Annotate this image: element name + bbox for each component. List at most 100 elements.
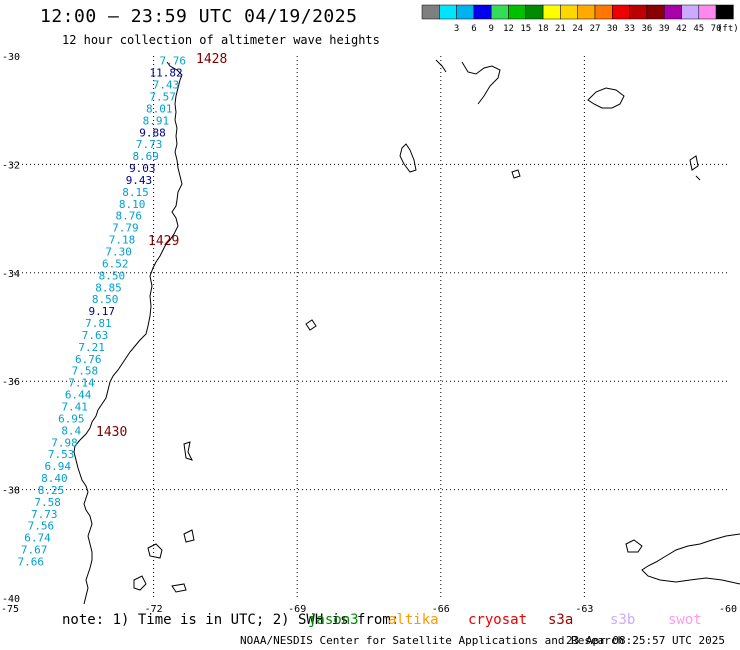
- lon-tick-label: -72: [145, 604, 163, 615]
- legend-label: 70: [711, 24, 722, 34]
- wave-height-label: 7.43: [153, 79, 180, 92]
- wave-height-label: 7.79: [112, 222, 139, 235]
- legend-label: 27: [590, 24, 601, 34]
- legend-swatch: [663, 4, 682, 20]
- wave-height-label: 7.57: [149, 90, 176, 103]
- legend-label: 9: [488, 24, 493, 34]
- map-title: 12:00 – 23:59 UTC 04/19/2025: [40, 6, 358, 27]
- wave-height-label: 7.63: [82, 329, 109, 342]
- legend-swatch: [646, 4, 665, 20]
- wave-height-label: 8.4: [61, 424, 81, 437]
- wave-height-label: 7.73: [136, 138, 163, 151]
- legend-swatch: [594, 4, 613, 20]
- wave-height-label: 8.91: [143, 114, 170, 127]
- legend-swatch: [698, 4, 717, 20]
- time-label: 1430: [96, 425, 127, 440]
- wave-height-label: 8.76: [116, 210, 143, 223]
- wave-height-label: 7.14: [68, 377, 95, 390]
- legend-label: 3: [454, 24, 459, 34]
- legend-swatch: [421, 4, 440, 20]
- lake-small-7: [625, 539, 643, 553]
- lat-tick-label: -32: [2, 160, 20, 171]
- legend-label: 12: [503, 24, 514, 34]
- time-label: 1429: [148, 234, 179, 249]
- wave-height-label: 8.69: [132, 150, 159, 163]
- wave-height-label: 7.98: [51, 436, 78, 449]
- lake-small-2: [689, 155, 701, 181]
- lon-tick-label: -75: [1, 604, 19, 615]
- legend-label: 42: [676, 24, 687, 34]
- legend-label: 18: [538, 24, 549, 34]
- wave-height-label: 9.03: [129, 162, 156, 175]
- legend-label: 15: [520, 24, 531, 34]
- lon-tick-label: -66: [432, 604, 450, 615]
- wave-height-label: 7.66: [18, 556, 45, 569]
- satellite-note: note: 1) Time is in UTC; 2) SWH is from:: [62, 612, 399, 628]
- legend-swatch: [629, 4, 648, 20]
- wave-height-label: 7.18: [109, 234, 136, 247]
- wave-height-label: 7.67: [21, 544, 48, 557]
- lake-small-1: [511, 169, 521, 179]
- lat-tick-label: -40: [2, 594, 20, 605]
- footer-credit: NOAA/NESDIS Center for Satellite Applica…: [240, 634, 625, 647]
- wave-height-label: 7.73: [31, 508, 58, 521]
- legend-label: 39: [659, 24, 670, 34]
- wave-height-label: 8.01: [146, 102, 173, 115]
- legend-swatch: [681, 4, 700, 20]
- color-legend: 3 6 9 12 15 18 21 24 27 30 33 36 39 42 45 70(ft): [421, 4, 739, 34]
- lat-tick-label: -38: [2, 486, 20, 497]
- wave-height-label: 7.56: [28, 520, 55, 533]
- lon-tick-label: -69: [288, 604, 306, 615]
- legend-label: 30: [607, 24, 618, 34]
- wave-height-label: 7.21: [78, 341, 105, 354]
- wave-height-label: 6.52: [102, 257, 129, 270]
- time-label: 1428: [196, 52, 227, 67]
- coastline-uruguay: [641, 533, 740, 585]
- legend-label: 6: [471, 24, 476, 34]
- lake-small-6: [133, 575, 187, 593]
- wave-height-label: 6.44: [65, 389, 92, 402]
- lon-tick-label: -60: [719, 604, 737, 615]
- wave-height-label: 11.82: [149, 67, 182, 80]
- map-subtitle: 12 hour collection of altimeter wave hei…: [62, 33, 380, 47]
- satellite-altika: altika: [388, 612, 439, 628]
- lat-tick-label: -34: [2, 269, 20, 280]
- legend-swatch: [577, 4, 596, 20]
- legend-label: 24: [572, 24, 583, 34]
- lat-tick-label: -36: [2, 377, 20, 388]
- lat-lon-grid: -75 -72 -69 -66 -63 -60 -30 -32 -34 -36 -38 -40: [1, 52, 737, 615]
- wave-height-label: 8.40: [41, 472, 68, 485]
- legend-swatch: [456, 4, 475, 20]
- wave-height-label: 7.81: [85, 317, 112, 330]
- wave-height-label: 6.74: [24, 532, 51, 545]
- satellite-jason3: jason3: [308, 612, 359, 628]
- legend-label: 33: [624, 24, 635, 34]
- footer-timestamp: 23 Apr 08:25:57 UTC 2025: [566, 634, 725, 647]
- wave-height-label: 7.41: [61, 401, 88, 414]
- lake-mar-chiquita: [399, 143, 417, 173]
- satellite-swot: swot: [668, 612, 702, 628]
- wave-height-label: 7.53: [48, 448, 75, 461]
- legend-unit: (ft): [717, 24, 739, 34]
- wave-height-label: 8.50: [99, 269, 126, 282]
- lake-small-5: [147, 529, 195, 559]
- lake-small-3: [305, 319, 317, 331]
- lat-tick-label: -30: [2, 52, 20, 63]
- legend-swatch: [525, 4, 544, 20]
- wave-height-label: 8.10: [119, 198, 146, 211]
- wave-height-label: 8.15: [122, 186, 149, 199]
- legend-swatch: [490, 4, 509, 20]
- wave-height-label: 8.50: [92, 293, 119, 306]
- wave-height-label: 6.76: [75, 353, 102, 366]
- coastline: [73, 59, 740, 605]
- wave-height-label: 9.17: [89, 305, 116, 318]
- lake-small-4: [183, 441, 193, 461]
- wave-height-label: 8.85: [95, 281, 122, 294]
- coastline-chile: [73, 61, 183, 605]
- legend-label: 36: [641, 24, 652, 34]
- wave-height-label: 7.58: [34, 496, 61, 509]
- time-labels: 1428 1429 1430: [96, 52, 227, 440]
- satellite-track: 7.7611.827.437.578.018.919.887.738.699.0…: [18, 55, 187, 569]
